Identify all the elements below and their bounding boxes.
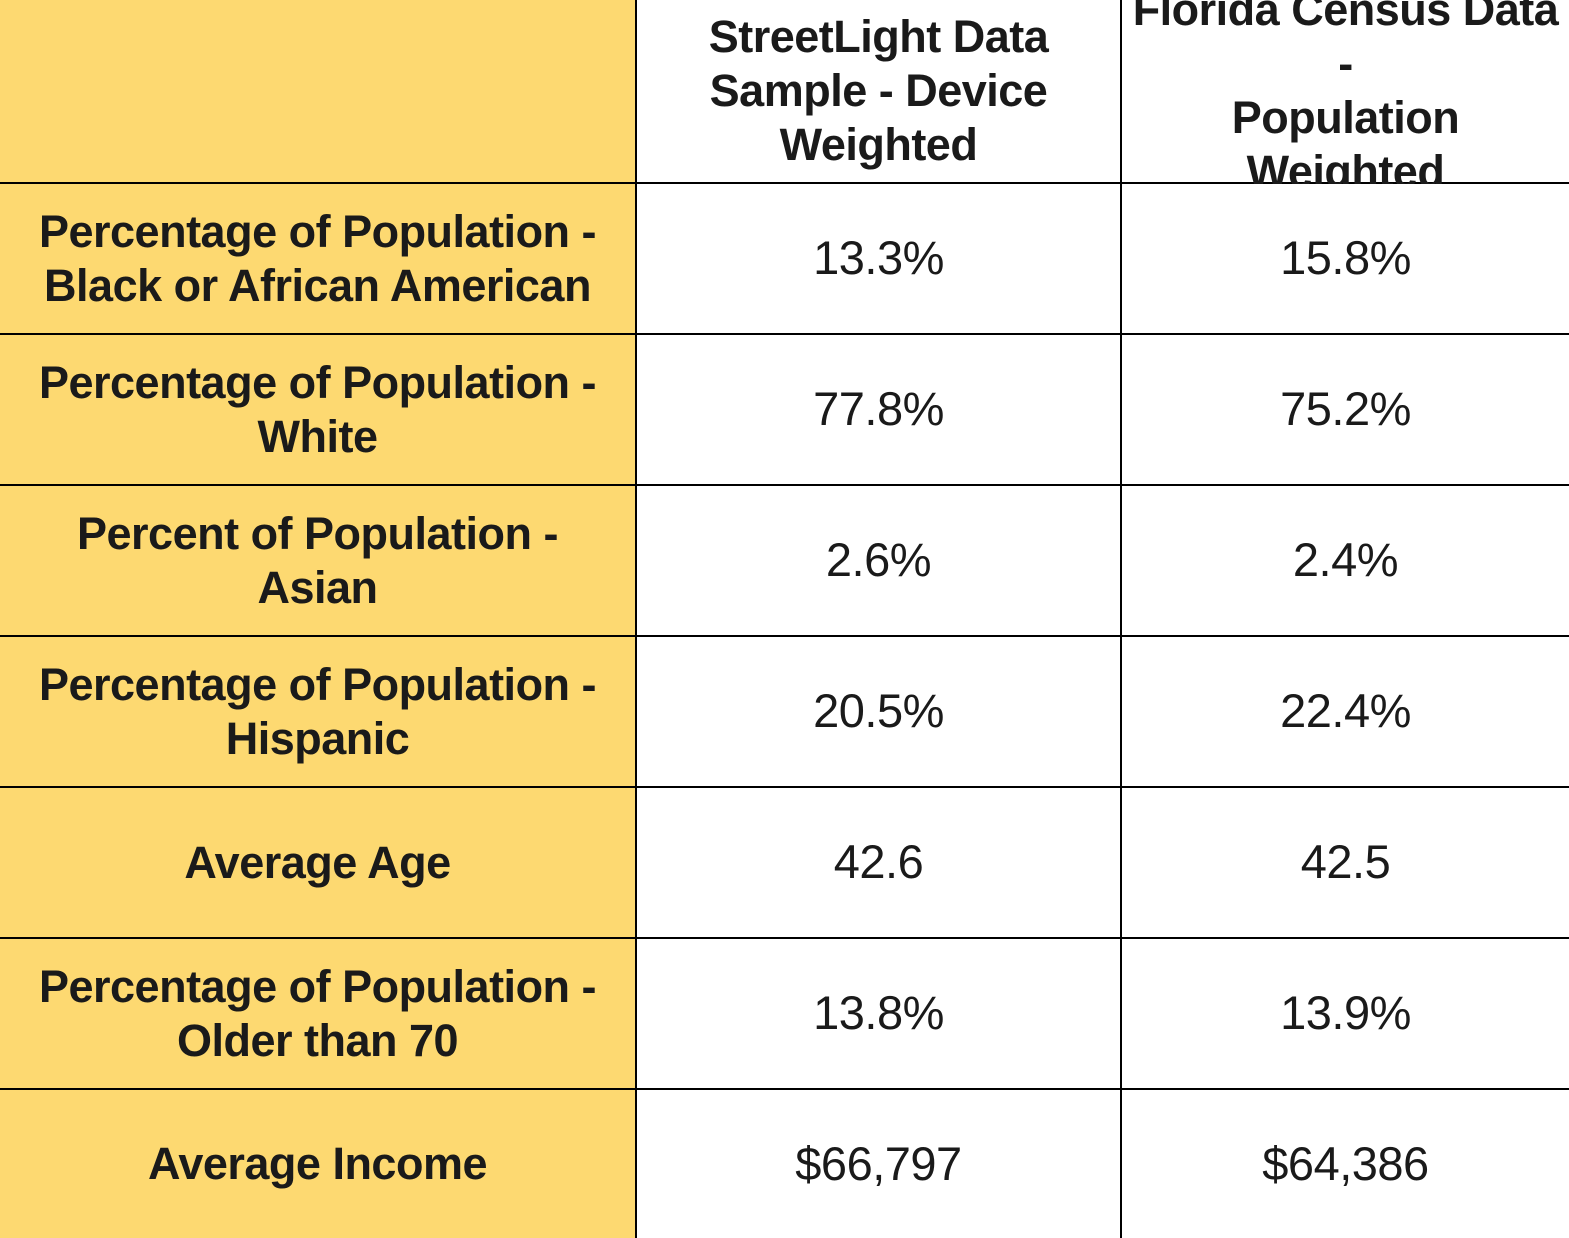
value-streetlight-black: 13.3%: [637, 184, 1122, 335]
value-census-asian: 2.4%: [1122, 486, 1569, 637]
row-label-text: Percent of Population - Asian: [76, 507, 559, 613]
row-label-text: Percentage of Population - Hispanic: [38, 658, 597, 764]
row-label-average-income: Average Income: [0, 1090, 637, 1238]
value-census-average-age: 42.5: [1122, 788, 1569, 939]
value-streetlight-average-income: $66,797: [637, 1090, 1122, 1238]
value-census-white: 75.2%: [1122, 335, 1569, 486]
header-florida-census: Florida Census Data - Population Weighte…: [1122, 0, 1569, 197]
value-census-hispanic: 22.4%: [1122, 637, 1569, 788]
row-label-text: Percentage of Population - Black or Afri…: [38, 205, 597, 311]
row-label-text: Percentage of Population - White: [38, 356, 597, 462]
value-streetlight-average-age: 42.6: [637, 788, 1122, 939]
value-streetlight-white: 77.8%: [637, 335, 1122, 486]
row-label-text: Average Income: [148, 1138, 487, 1189]
header-streetlight: StreetLight Data Sample - Device Weighte…: [637, 0, 1122, 184]
row-label-text: Percentage of Population - Older than 70: [38, 960, 597, 1066]
value-census-older-than-70: 13.9%: [1122, 939, 1569, 1090]
header-streetlight-text: StreetLight Data Sample - Device Weighte…: [708, 11, 1049, 170]
row-label-average-age: Average Age: [0, 788, 637, 939]
value-census-black: 15.8%: [1122, 184, 1569, 335]
header-florida-census-text: Florida Census Data - Population Weighte…: [1132, 0, 1559, 197]
row-label-older-than-70: Percentage of Population - Older than 70: [0, 939, 637, 1090]
row-label-text: Average Age: [184, 836, 451, 888]
row-label-asian: Percent of Population - Asian: [0, 486, 637, 637]
row-label-white: Percentage of Population - White: [0, 335, 637, 486]
value-census-average-income: $64,386: [1122, 1090, 1569, 1238]
value-streetlight-hispanic: 20.5%: [637, 637, 1122, 788]
value-streetlight-older-than-70: 13.8%: [637, 939, 1122, 1090]
header-corner-cell: [0, 0, 637, 184]
value-streetlight-asian: 2.6%: [637, 486, 1122, 637]
row-label-black: Percentage of Population - Black or Afri…: [0, 184, 637, 335]
row-label-hispanic: Percentage of Population - Hispanic: [0, 637, 637, 788]
